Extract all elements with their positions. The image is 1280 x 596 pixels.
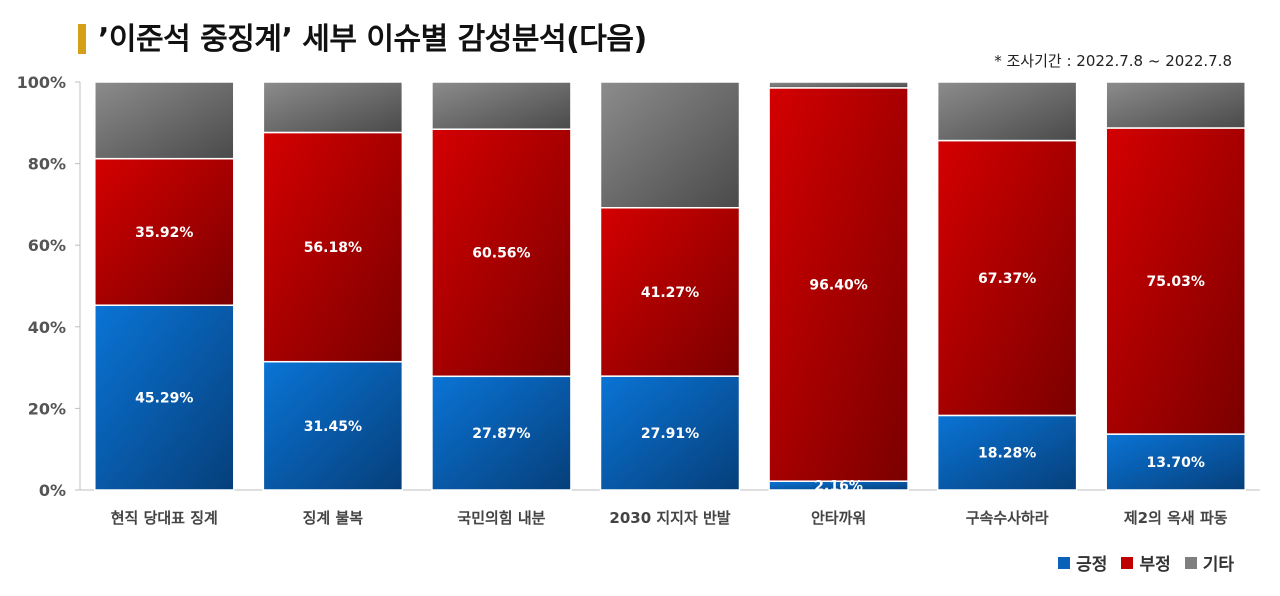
title-accent-bar xyxy=(78,24,86,54)
data-label-positive: 45.29% xyxy=(135,391,193,407)
legend-item-other: 기타 xyxy=(1184,550,1234,575)
legend-swatch-other xyxy=(1184,556,1197,569)
data-label-negative: 56.18% xyxy=(304,240,362,256)
legend-label-other: 기타 xyxy=(1202,555,1234,575)
data-label-positive: 27.87% xyxy=(472,426,530,442)
data-label-negative: 60.56% xyxy=(472,246,530,262)
data-label-positive: 2.16% xyxy=(814,479,863,495)
x-category-label: 구속수사하라 xyxy=(966,509,1049,527)
data-label-negative: 35.92% xyxy=(135,225,193,241)
bar-segment-other xyxy=(94,81,235,160)
bar-segment-other xyxy=(768,81,909,89)
bar-segment-other xyxy=(431,81,572,130)
x-category-label: 안타까워 xyxy=(811,509,866,527)
y-tick-label: 60% xyxy=(28,236,66,255)
bar-segment-negative xyxy=(768,87,909,482)
bar-segment-negative xyxy=(1105,127,1246,435)
y-tick-label: 0% xyxy=(39,481,66,500)
bar-segment-positive xyxy=(599,375,741,491)
x-category-label: 2030 지지자 반발 xyxy=(609,509,730,527)
chart-title: ’이준석 중징계’ 세부 이슈별 감성분석(다음) xyxy=(98,22,647,57)
bar-segment-negative xyxy=(936,139,1078,417)
y-tick-label: 100% xyxy=(17,73,66,92)
legend: 긍정 부정 기타 xyxy=(1058,550,1234,575)
x-category-label: 국민의힘 내분 xyxy=(457,509,545,527)
bar-segment-negative xyxy=(431,128,572,378)
bar-segment-other xyxy=(936,81,1078,142)
y-tick-label: 20% xyxy=(28,399,66,418)
data-label-positive: 13.70% xyxy=(1147,455,1205,471)
legend-item-positive: 긍정 xyxy=(1058,550,1107,575)
data-label-positive: 18.28% xyxy=(978,446,1036,462)
data-label-positive: 27.91% xyxy=(641,426,699,442)
bar-segment-other xyxy=(599,81,741,209)
bar-segment-negative xyxy=(94,157,235,306)
data-label-positive: 31.45% xyxy=(304,419,362,435)
bar-segment-positive xyxy=(431,375,572,491)
y-tick-label: 40% xyxy=(28,318,66,337)
bar-segment-negative xyxy=(262,131,404,363)
bar-segment-positive xyxy=(1105,433,1246,491)
data-label-negative: 41.27% xyxy=(641,285,699,301)
data-label-negative: 96.40% xyxy=(809,278,867,294)
x-category-label: 징계 불복 xyxy=(303,509,364,527)
data-label-negative: 75.03% xyxy=(1147,274,1205,290)
legend-swatch-negative xyxy=(1121,556,1134,569)
bar-segment-other xyxy=(262,81,404,134)
legend-label-positive: 긍정 xyxy=(1076,555,1108,575)
survey-period: * 조사기간 : 2022.7.8 ~ 2022.7.8 xyxy=(994,52,1232,70)
legend-item-negative: 부정 xyxy=(1121,550,1171,575)
x-category-label: 현직 당대표 징계 xyxy=(111,509,218,527)
bar-segment-positive xyxy=(936,414,1078,491)
legend-label-negative: 부정 xyxy=(1139,555,1171,575)
data-label-negative: 67.37% xyxy=(978,271,1036,287)
bar-segment-other xyxy=(1105,81,1246,129)
bar-segment-positive xyxy=(262,360,404,491)
bar-segment-positive xyxy=(94,304,235,491)
x-category-label: 제2의 옥새 파동 xyxy=(1124,509,1228,527)
legend-swatch-positive xyxy=(1058,556,1071,569)
y-tick-label: 80% xyxy=(28,155,66,174)
bar-segment-negative xyxy=(599,206,741,377)
